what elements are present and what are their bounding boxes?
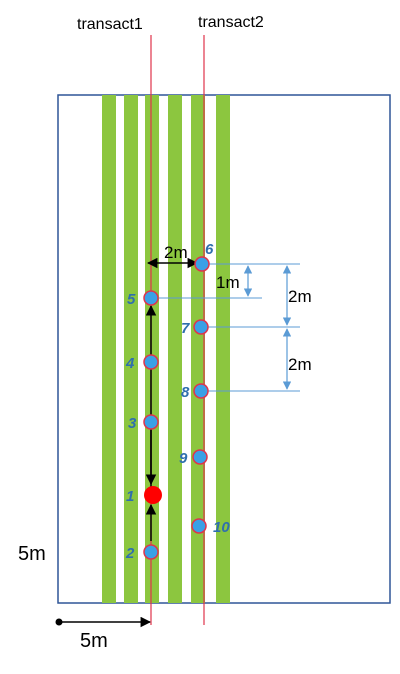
point-10 <box>191 518 207 534</box>
point-10-label: 10 <box>213 519 230 536</box>
point-9 <box>192 449 208 465</box>
point-1-label: 1 <box>126 488 134 505</box>
gap-two-b-label: 2m <box>288 355 312 374</box>
transect-2-label: transact2 <box>198 14 264 31</box>
point-4 <box>143 354 159 370</box>
strip-1 <box>102 95 116 603</box>
point-3-label: 3 <box>128 415 137 432</box>
gap-two-a-label: 2m <box>288 287 312 306</box>
blue-dimension-guides <box>151 263 300 392</box>
strip-6 <box>216 95 230 603</box>
point-6 <box>194 256 210 272</box>
sample-points <box>143 256 210 560</box>
point-6-label: 6 <box>205 241 214 258</box>
point-4-label: 4 <box>125 355 135 372</box>
point-8 <box>193 383 209 399</box>
point-9-label: 9 <box>179 450 188 467</box>
point-1 <box>144 486 162 504</box>
point-3 <box>143 414 159 430</box>
point-7-label: 7 <box>181 320 190 337</box>
strip-5 <box>191 95 205 603</box>
transect-1-label: transact1 <box>77 16 143 33</box>
plot-height-label: 5m <box>18 543 46 565</box>
point-2-label: 2 <box>125 545 135 562</box>
strip-4 <box>168 95 182 603</box>
point-5-label: 5 <box>127 291 136 308</box>
point-8-label: 8 <box>181 384 190 401</box>
strip-2 <box>124 95 138 603</box>
point-7 <box>193 319 209 335</box>
gap-horizontal-label: 2m <box>164 243 188 262</box>
plot-offset-label: 5m <box>80 630 108 652</box>
strip-3 <box>145 95 159 603</box>
gap-one-label: 1m <box>216 273 240 292</box>
point-2 <box>143 544 159 560</box>
vegetation-strips <box>102 95 230 603</box>
point-5 <box>143 290 159 306</box>
